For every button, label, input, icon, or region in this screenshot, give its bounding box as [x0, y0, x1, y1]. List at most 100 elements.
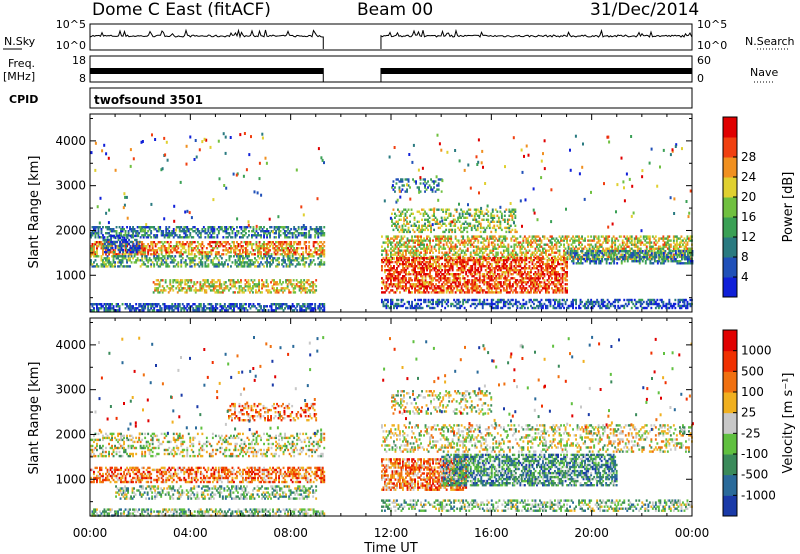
heatmap-cell	[199, 236, 202, 239]
heatmap-cell	[520, 277, 523, 280]
heatmap-cell	[231, 279, 233, 282]
heatmap-cell	[302, 305, 305, 308]
heatmap-cell	[502, 249, 505, 252]
heatmap-cell	[249, 265, 252, 268]
heatmap-cell	[164, 281, 167, 284]
heatmap-cell	[403, 255, 406, 258]
heatmap-cell	[276, 281, 278, 284]
heatmap-cell	[511, 291, 514, 294]
heatmap-cell	[474, 253, 477, 256]
heatmap-cell	[648, 245, 651, 248]
heatmap-cell	[594, 235, 597, 238]
heatmap-cell	[408, 277, 410, 280]
heatmap-cell	[423, 273, 425, 276]
heatmap-cell	[234, 236, 237, 239]
heatmap-cell	[110, 238, 112, 242]
heatmap-cell	[160, 263, 163, 266]
heatmap-cell	[223, 263, 226, 266]
heatmap-cell	[129, 305, 131, 308]
heatmap-cell	[465, 283, 468, 286]
heatmap-cell	[291, 257, 294, 260]
heatmap-cell	[448, 291, 451, 294]
heatmap-cell	[211, 241, 214, 244]
heatmap-cell	[295, 279, 298, 282]
heatmap-cell	[255, 245, 258, 248]
heatmap-cell	[311, 228, 314, 231]
heatmap-cell	[308, 263, 311, 266]
heatmap-cell	[94, 255, 97, 258]
heatmap-cell	[668, 239, 671, 242]
heatmap-cell	[172, 281, 175, 284]
heatmap-cell	[453, 253, 456, 256]
heatmap-cell	[255, 234, 258, 237]
heatmap-cell	[517, 258, 520, 262]
heatmap-cell	[501, 239, 504, 242]
heatmap-cell	[211, 285, 214, 288]
heatmap-cell	[508, 271, 511, 274]
heatmap-cell	[315, 226, 318, 229]
heatmap-cell	[284, 303, 286, 306]
heatmap-cell	[423, 291, 425, 294]
heatmap-cell	[179, 289, 182, 292]
heatmap-cell	[496, 262, 499, 266]
heatmap-cell	[513, 271, 516, 274]
heatmap-cell	[445, 281, 448, 284]
heatmap-cell	[254, 257, 256, 260]
heatmap-cell	[420, 271, 422, 274]
heatmap-cell	[519, 273, 522, 276]
heatmap-cell	[177, 309, 180, 312]
heatmap-cell	[533, 281, 535, 284]
heatmap-cell	[531, 235, 534, 238]
heatmap-cell	[139, 251, 142, 254]
heatmap-cell	[290, 247, 293, 250]
heatmap-cell	[400, 253, 403, 256]
heatmap-cell	[211, 305, 214, 308]
heatmap-cell	[539, 237, 541, 240]
heatmap-cell	[126, 259, 128, 262]
heatmap-cell	[530, 283, 532, 286]
heatmap-cell	[602, 255, 605, 258]
heatmap-cell	[90, 232, 92, 235]
heatmap-cell	[127, 230, 130, 233]
heatmap-cell	[420, 239, 422, 242]
heatmap-cell	[399, 255, 401, 258]
heatmap-cell	[403, 275, 406, 278]
cpid-label: CPID	[9, 93, 38, 106]
heatmap-cell	[282, 255, 285, 258]
heatmap-cell	[265, 281, 268, 284]
heatmap-cell	[427, 247, 430, 250]
heatmap-cell	[248, 265, 250, 268]
heatmap-cell	[216, 257, 219, 260]
heatmap-cell	[160, 245, 163, 248]
heatmap-cell	[457, 275, 460, 278]
heatmap-cell	[118, 232, 121, 235]
heatmap-cell	[481, 255, 484, 258]
heatmap-cell	[472, 279, 475, 282]
heatmap-cell	[387, 279, 389, 282]
heatmap-cell	[184, 283, 187, 286]
heatmap-cell	[108, 226, 110, 229]
heatmap-cell	[134, 234, 136, 238]
heatmap-cell	[93, 249, 95, 252]
heatmap-cell	[169, 281, 172, 284]
heatmap-cell	[396, 277, 398, 280]
heatmap-cell	[270, 263, 273, 266]
heatmap-cell	[493, 291, 496, 294]
heatmap-cell	[151, 247, 154, 250]
heatmap-cell	[414, 275, 416, 278]
heatmap-cell	[228, 247, 231, 250]
heatmap-cell	[384, 271, 386, 274]
heatmap-cell	[150, 263, 153, 266]
heatmap-cell	[435, 260, 437, 264]
heatmap-cell	[499, 241, 502, 244]
heatmap-cell	[266, 251, 268, 254]
heatmap-cell	[178, 303, 181, 306]
heatmap-cell	[236, 303, 238, 306]
heatmap-cell	[414, 279, 416, 282]
heatmap-cell	[150, 265, 153, 268]
heatmap-cell	[429, 267, 431, 270]
heatmap-cell	[531, 253, 534, 256]
heatmap-cell	[301, 285, 304, 288]
heatmap-cell	[436, 257, 439, 260]
heatmap-cell	[536, 267, 538, 270]
